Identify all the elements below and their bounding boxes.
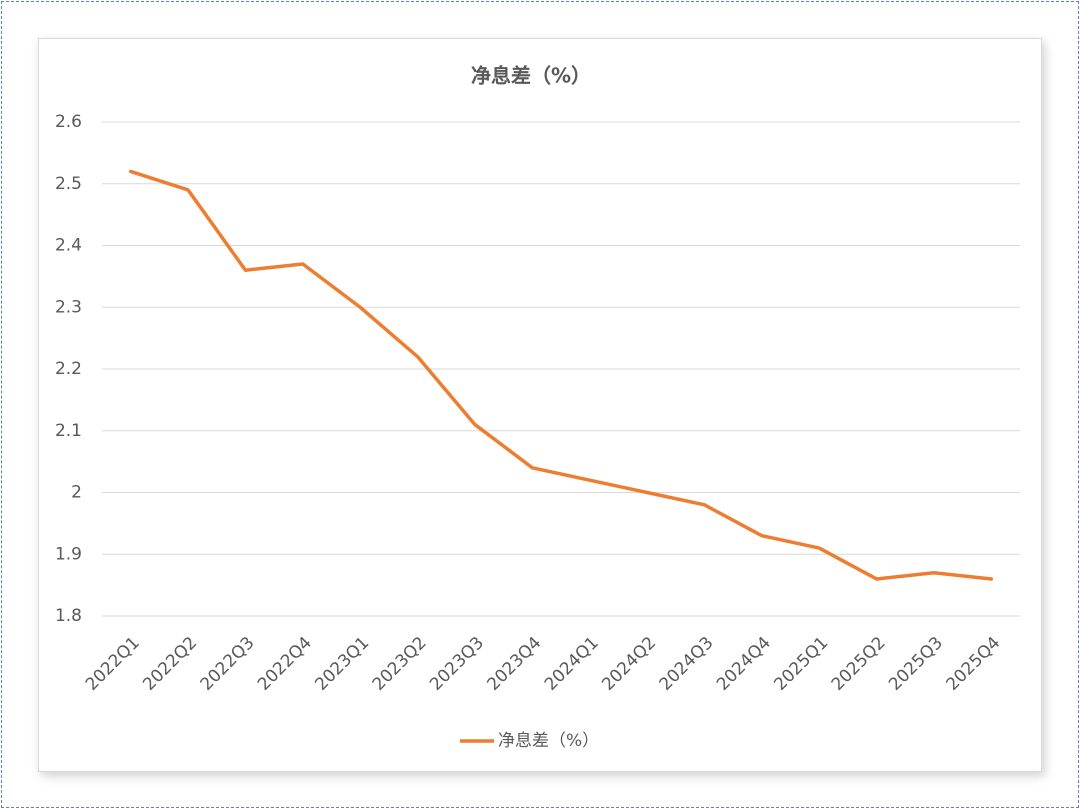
line-series: [128, 169, 994, 581]
x-tick-label: 2025Q4: [943, 633, 1005, 695]
y-tick-label: 2.5: [55, 174, 82, 194]
chart-card: [38, 38, 1042, 772]
x-tick-label: 2022Q4: [254, 633, 316, 695]
x-tick-label: 2022Q2: [139, 633, 201, 695]
y-tick-label: 1.8: [55, 606, 82, 626]
y-tick-label: 2.4: [55, 236, 82, 256]
x-tick-label: 2023Q3: [426, 633, 488, 695]
x-tick-label: 2022Q1: [82, 633, 144, 695]
y-tick-label: 2.6: [55, 112, 82, 132]
x-tick-label: 2023Q2: [369, 633, 431, 695]
y-tick-label: 2.3: [55, 297, 82, 317]
y-tick-label: 2.2: [55, 359, 82, 379]
x-tick-label: 2024Q3: [656, 633, 718, 695]
chart-title: 净息差（%）: [471, 64, 591, 88]
x-tick-label: 2022Q3: [197, 633, 259, 695]
x-tick-label: 2024Q4: [713, 633, 775, 695]
x-tick-label: 2023Q1: [311, 633, 373, 695]
x-tick-label: 2025Q1: [770, 633, 832, 695]
y-tick-label: 1.9: [55, 544, 82, 564]
x-tick-label: 2024Q2: [598, 633, 660, 695]
legend-label: 净息差（%）: [498, 731, 599, 751]
x-tick-label: 2025Q2: [828, 633, 890, 695]
x-tick-label: 2023Q4: [484, 633, 546, 695]
y-tick-label: 2: [71, 483, 82, 503]
x-tick-label: 2024Q1: [541, 633, 603, 695]
y-tick-label: 2.1: [55, 421, 82, 441]
x-tick-label: 2025Q3: [885, 633, 947, 695]
